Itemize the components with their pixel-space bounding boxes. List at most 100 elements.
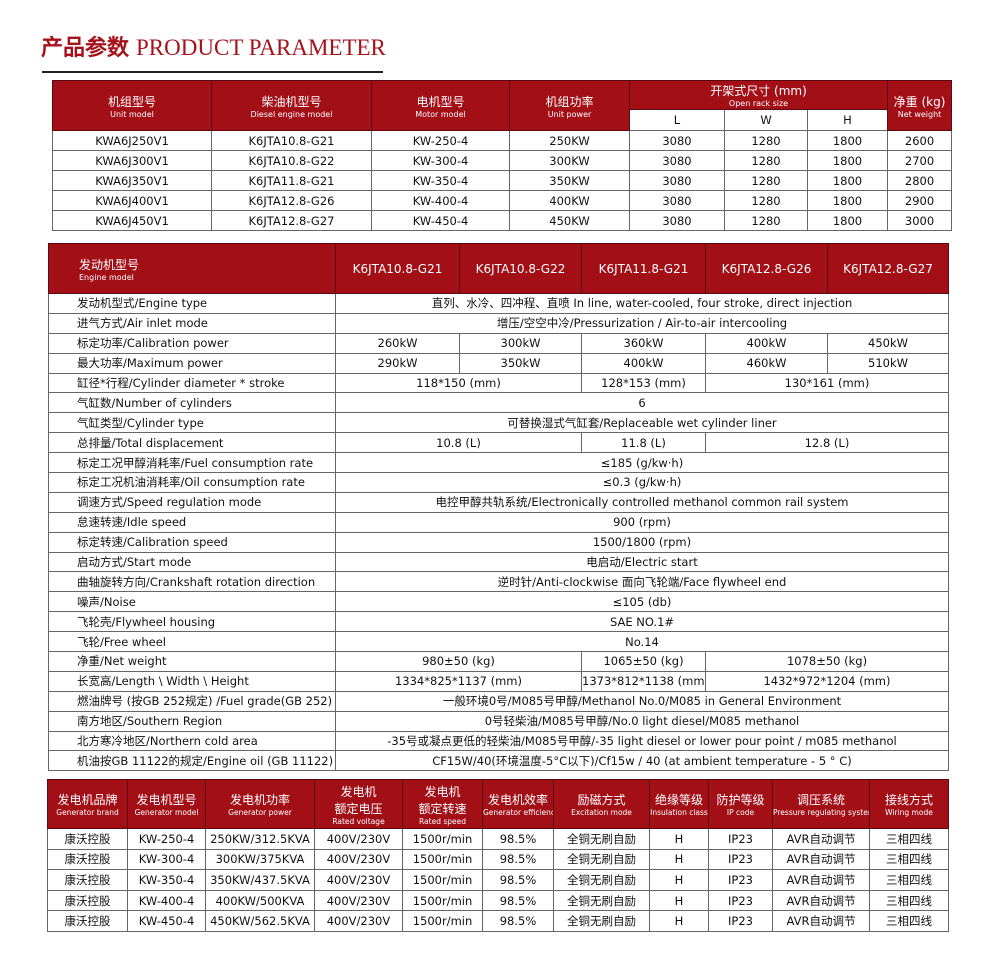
table-cell: KW-450-4 [371,210,510,231]
spec-value: 11.8 (L) [581,432,706,454]
spec-value: 130*161 (mm) [705,372,949,394]
table-cell: 1500r/min [402,848,483,871]
header-cn: 发电机 额定电压 [334,784,383,816]
spec-label: 怠速转速/Idle speed [48,511,336,533]
spec-value: ≤105 (db) [335,591,949,613]
spec-row: 缸径*行程/Cylinder diameter * stroke 118*150 … [48,372,949,394]
spec-label: 进气方式/Air inlet mode [48,312,336,334]
subheader: W [724,109,808,131]
spec-row: 最大功率/Maximum power 290kW 350kW 400kW 460kW 51… [48,352,949,374]
spec-value: 10.8 (L) [335,432,582,454]
spec-value: 一般环境0号/M085号甲醇/Methanol No.0/M085 in Gen… [335,690,949,712]
column-header: 发电机 额定转速 Rated speed [402,779,483,829]
table-cell: 2700 [887,150,953,171]
engine-model-header: 发动机型号 Engine model [48,243,336,294]
table-cell: 450KW [509,210,630,231]
spec-row: 启动方式/Start mode 电启动/Electric start [48,551,949,573]
spec-label: 气缸类型/Cylinder type [48,412,336,434]
column-header: 发电机效率 Generator efficiency [482,779,554,829]
table-cell: KWA6J250V1 [52,130,212,151]
table-cell: 康沃控股 [47,869,128,891]
spec-label: 机油按GB 11122的规定/Engine oil (GB 11122) [48,750,336,772]
unit-table: 机组型号 Unit model 柴油机型号 Diesel engine model 电机… [52,80,953,231]
header-en: Excitation mode [571,808,632,817]
table-cell: 3080 [629,210,725,231]
spec-value: 510kW [827,352,949,374]
spec-row: 怠速转速/Idle speed 900 (rpm) [48,511,949,533]
table-cell: KW-350-4 [371,170,510,191]
table-cell: 350KW [509,170,630,191]
table-cell: 3080 [629,190,725,211]
spec-row: 调速方式/Speed regulation mode 电控甲醇共轨系统/Elect… [48,491,949,513]
spec-row: 燃油牌号 (按GB 252规定) /Fuel grade(GB 252) 一般环境… [48,690,949,712]
spec-value: 电启动/Electric start [335,551,949,573]
table-cell: 1280 [724,210,808,231]
header-cn: 发电机效率 [487,793,548,807]
table-cell: KW-300-4 [371,150,510,171]
table-cell: IP23 [708,848,773,871]
spec-label: 曲轴旋转方向/Crankshaft rotation direction [48,571,336,593]
header-en: Diesel engine model [250,109,333,119]
table-cell: K6JTA10.8-G21 [211,130,372,151]
spec-value: 1065±50 (kg) [581,651,706,672]
column-header: 机组功率 Unit power [509,80,630,131]
spec-label: 标定工况机油消耗率/Oil consumption rate [48,472,336,493]
spec-value: 980±50 (kg) [335,651,582,672]
header-en: Wiring mode [885,808,933,817]
page-title: 产品参数 PRODUCT PARAMETER [41,30,386,62]
table-cell: KWA6J400V1 [52,190,212,211]
spec-value: 450kW [827,332,949,354]
table-row: KWA6J300V1 K6JTA10.8-G22 KW-300-4 300KW 3080… [52,150,953,171]
table-cell: 三相四线 [869,910,949,932]
table-cell: K6JTA10.8-G22 [211,150,372,171]
spec-label: 南方地区/Southern Region [48,710,336,732]
header-cn: 发电机品牌 [57,793,118,807]
table-cell: KW-450-4 [127,910,206,932]
header-en: Net weight [897,109,942,119]
spec-label: 净重/Net weight [48,651,336,672]
header-cn: 发动机型号 [79,257,140,272]
header-cn: 励磁方式 [577,793,626,807]
header-cn: 发电机型号 [136,793,197,807]
header-cn: 电机型号 [416,94,465,109]
spec-value: 6 [335,392,949,414]
table-cell: K6JTA11.8-G21 [211,170,372,191]
header-cn: 调压系统 [796,793,845,807]
table-cell: H [649,869,709,891]
header-en: Rated voltage [332,816,385,826]
spec-value: 增压/空空中冷/Pressurization / Air-to-air inte… [335,312,949,334]
table-row: 康沃控股 KW-400-4 400KW/500KVA 400V/230V 1500r/m… [47,889,949,912]
spec-label: 最大功率/Maximum power [48,352,336,374]
table-cell: 1500r/min [402,889,483,912]
engine-model: K6JTA10.8-G22 [459,243,582,294]
spec-value: 1500/1800 (rpm) [335,531,949,553]
header-en: Engine model [79,272,134,282]
table-cell: 1800 [806,170,889,191]
table-cell: KW-250-4 [371,130,510,151]
table-cell: 350KW/437.5KVA [205,869,315,891]
table-cell: 1280 [724,170,808,191]
table-cell: AVR自动调节 [772,848,870,871]
table-cell: K6JTA12.8-G27 [211,210,372,231]
spec-row: 飞轮/Free wheel No.14 [48,631,949,653]
engine-model: K6JTA10.8-G21 [335,243,460,294]
spec-label: 飞轮/Free wheel [48,631,336,653]
spec-value: 900 (rpm) [335,511,949,533]
table-cell: 400KW/500KVA [205,889,315,912]
header-en: Generator model [134,808,199,817]
table-row: KWA6J450V1 K6JTA12.8-G27 KW-450-4 450KW 3080… [52,210,953,231]
table-cell: 全铜无刷自励 [553,889,650,912]
header-cn: 发电机功率 [229,793,290,807]
table-cell: 300KW/375KVA [205,848,315,871]
spec-row: 噪声/Noise ≤105 (db) [48,591,949,613]
spec-label: 标定工况甲醇消耗率/Fuel consumption rate [48,452,336,474]
table-row: KWA6J400V1 K6JTA12.8-G26 KW-400-4 400KW 3080… [52,190,953,211]
spec-row: 净重/Net weight 980±50 (kg) 1065±50 (kg) 1078… [48,651,949,672]
spec-value: 300kW [459,332,582,354]
spec-value: 400kW [581,352,706,374]
table-cell: AVR自动调节 [772,869,870,891]
header-row: 机组型号 Unit model 柴油机型号 Diesel engine model 电机… [52,80,953,131]
table-cell: 450KW/562.5KVA [205,910,315,932]
table-cell: IP23 [708,910,773,932]
table-cell: 1500r/min [402,828,483,850]
